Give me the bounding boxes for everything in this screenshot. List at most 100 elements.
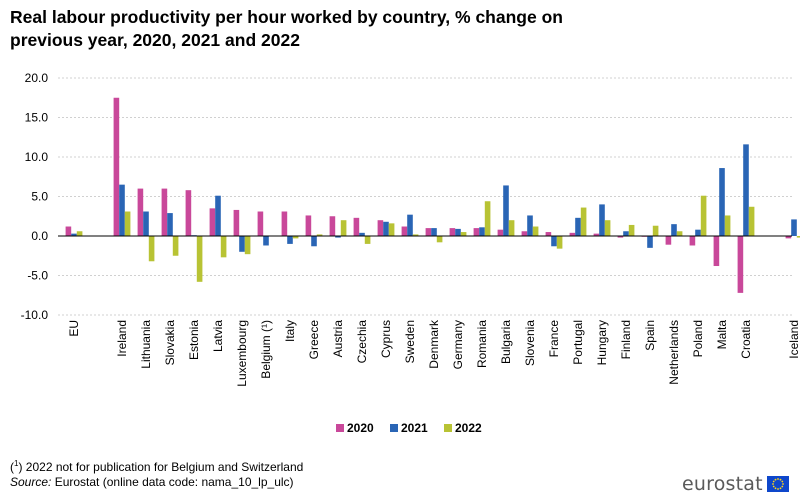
footnote-text: 2022 not for publication for Belgium and… [25, 460, 304, 474]
bar-2021 [311, 236, 317, 247]
bar-2020 [161, 188, 168, 236]
y-tick-label: -10.0 [21, 308, 49, 322]
bar-2021 [143, 211, 149, 236]
eu-flag-icon [766, 476, 789, 492]
bar-2020 [329, 216, 336, 236]
category-label: Romania [475, 320, 489, 368]
legend-swatch [444, 424, 452, 432]
bar-2020 [521, 231, 528, 236]
bar-2022 [796, 236, 800, 238]
bar-2020 [305, 215, 312, 236]
bar-2021 [647, 236, 653, 248]
bar-2022 [124, 211, 131, 236]
legend-swatch [336, 424, 344, 432]
chart-title: Real labour productivity per hour worked… [10, 7, 563, 50]
category-label: Lithuania [139, 320, 153, 369]
bar-2021 [431, 228, 437, 236]
bar-2020 [617, 236, 624, 238]
bar-2021 [455, 228, 461, 236]
category-label: Malta [715, 320, 729, 350]
category-label: Belgium (¹) [259, 320, 273, 379]
legend-label: 2021 [401, 421, 428, 435]
y-tick-label: 15.0 [25, 111, 49, 125]
bar-2020 [737, 236, 744, 293]
bar-2021 [215, 195, 221, 236]
bar-2020 [209, 208, 216, 236]
bar-2022 [580, 207, 587, 236]
bar-2022 [508, 220, 515, 236]
bar-2020 [353, 217, 360, 236]
bar-2021 [119, 184, 125, 236]
y-axis-ticks: 20.0 15.0 10.0 5.0 0.0 -5.0 -10.0 [21, 71, 49, 322]
bar-2022 [484, 201, 491, 236]
bar-2020 [65, 226, 72, 236]
bar-2020 [593, 233, 600, 236]
bar-2020 [497, 229, 504, 236]
category-label: Italy [283, 320, 297, 342]
bar-2022 [652, 225, 659, 236]
category-label: Slovakia [163, 320, 177, 366]
category-label: Latvia [211, 320, 225, 352]
bar-2022 [700, 195, 707, 236]
bar-2022 [676, 231, 683, 236]
category-label: Ireland [115, 320, 129, 357]
bar-2021 [719, 168, 725, 236]
bar-2021 [695, 229, 701, 236]
bar-chart: 20.0 15.0 10.0 5.0 0.0 -5.0 -10.0 EU Ireland Lit… [21, 71, 800, 435]
bar-2022 [244, 236, 251, 255]
category-label: Portugal [571, 320, 585, 365]
bar-2020 [569, 232, 576, 236]
bar-2020 [545, 232, 552, 236]
bar-2021 [551, 236, 557, 247]
bar-2021 [743, 144, 749, 236]
bar-2020 [713, 236, 720, 267]
legend-swatch [390, 424, 398, 432]
category-label: Denmark [427, 319, 441, 369]
category-label: Spain [643, 320, 657, 351]
gridlines [58, 77, 792, 316]
bars [65, 97, 800, 293]
logo-text: eurostat [682, 473, 763, 495]
category-label: Finland [619, 320, 633, 359]
bar-2020 [401, 226, 408, 236]
source-label: Source: [10, 475, 52, 489]
bar-2020 [665, 236, 672, 245]
bar-2021 [791, 219, 797, 236]
bar-2021 [407, 214, 413, 236]
category-label: Germany [451, 320, 465, 369]
bar-2020 [113, 97, 120, 236]
bar-2022 [388, 223, 395, 236]
bar-2020 [449, 228, 456, 236]
bar-2020 [233, 209, 240, 236]
category-label: Greece [307, 320, 321, 360]
bar-2020 [425, 228, 432, 236]
bar-2022 [364, 236, 371, 244]
y-tick-label: -5.0 [27, 269, 48, 283]
category-label: Czechia [355, 320, 369, 364]
bar-2022 [628, 224, 635, 236]
bar-2021 [479, 227, 485, 236]
bar-2022 [412, 234, 419, 236]
bar-2021 [287, 236, 293, 244]
y-tick-label: 10.0 [25, 150, 49, 164]
bar-2021 [71, 233, 77, 236]
bar-2022 [532, 226, 539, 236]
bar-2022 [292, 236, 299, 239]
bar-2022 [196, 236, 203, 282]
bar-2022 [436, 236, 443, 243]
bar-2022 [340, 220, 347, 236]
bar-2022 [172, 236, 179, 256]
category-label: France [547, 320, 561, 358]
category-label: Hungary [595, 320, 609, 365]
bar-2020 [137, 188, 144, 236]
category-label: Slovenia [523, 320, 537, 366]
bar-2020 [185, 190, 192, 236]
bar-2022 [724, 215, 731, 236]
bar-2021 [167, 213, 173, 236]
bar-2020 [785, 236, 792, 239]
footnote: (1) 2022 not for publication for Belgium… [10, 459, 304, 474]
category-label: Poland [691, 320, 705, 357]
category-label: Austria [331, 320, 345, 358]
bar-2021 [359, 232, 365, 236]
category-label: Luxembourg [235, 320, 249, 387]
